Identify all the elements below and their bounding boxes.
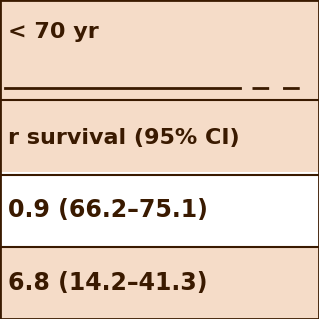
Text: < 70 yr: < 70 yr xyxy=(8,22,99,42)
Bar xyxy=(0,0,319,100)
Bar xyxy=(0,172,319,247)
Text: r survival (95% CI): r survival (95% CI) xyxy=(8,128,240,148)
Text: 0.9 (66.2–75.1): 0.9 (66.2–75.1) xyxy=(8,198,208,222)
Bar xyxy=(0,247,319,319)
Bar xyxy=(0,100,319,175)
Text: 6.8 (14.2–41.3): 6.8 (14.2–41.3) xyxy=(8,271,207,295)
